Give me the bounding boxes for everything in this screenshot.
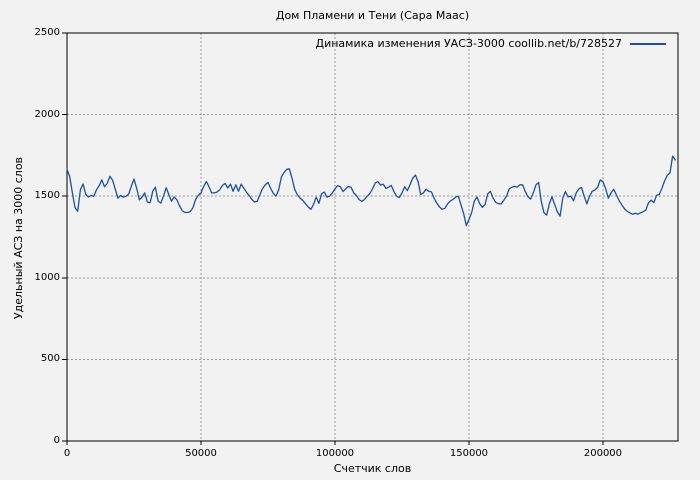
y-tick-label: 2500: [34, 27, 60, 38]
y-tick-label: 2000: [34, 108, 60, 120]
y-tick-label: 1000: [34, 271, 60, 283]
legend: Динамика изменения УАСЗ-3000 coollib.net…: [315, 37, 666, 50]
y-tick-label: 1500: [34, 190, 60, 202]
x-tick-label: 50000: [185, 448, 217, 459]
chart-title: Дом Пламени и Тени (Сара Маас): [275, 9, 470, 22]
series-line: [66, 155, 676, 227]
x-tick-label: 100000: [315, 448, 355, 459]
y-tick-label: 500: [40, 353, 60, 365]
legend-label: Динамика изменения УАСЗ-3000 coollib.net…: [315, 37, 623, 50]
y-tick-label: 0: [53, 435, 60, 446]
x-tick-label: 0: [63, 448, 71, 459]
x-tick-label: 200000: [583, 448, 623, 459]
x-axis-label: Счетчик слов: [333, 462, 412, 475]
plot-border: [66, 32, 679, 442]
x-tick-label: 150000: [449, 448, 489, 459]
y-axis-label: Удельный АСЗ на 3000 слов: [12, 156, 25, 320]
legend-line-sample-icon: [630, 42, 666, 45]
